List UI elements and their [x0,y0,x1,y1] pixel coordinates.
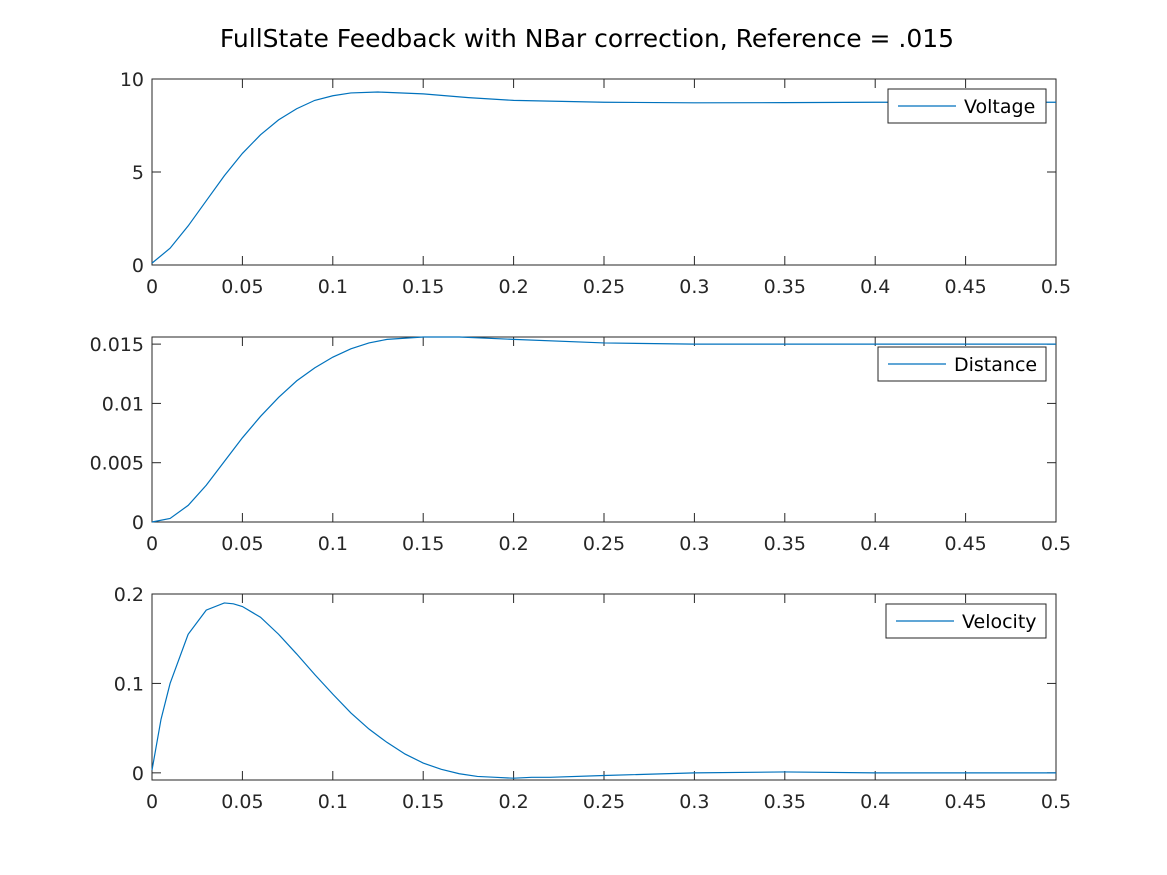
x-tick-label: 0.5 [1041,533,1071,555]
x-tick-label: 0.35 [764,276,806,298]
x-tick-label: 0.1 [318,791,348,813]
legend: Voltage [887,88,1047,124]
x-tick-label: 0.05 [221,791,263,813]
y-tick-label: 0.2 [114,584,144,606]
x-tick-label: 0.25 [583,276,625,298]
x-tick-label: 0.2 [498,533,528,555]
figure-title: FullState Feedback with NBar correction,… [220,24,954,53]
x-tick-label: 0.5 [1041,276,1071,298]
series-line-velocity [151,602,1056,779]
x-tick-label: 0.1 [318,533,348,555]
subplots: 0 0.05 0.1 0.15 0.2 0.25 0.3 0.35 0.4 0.45 0.5 0 5 10… [90,69,1072,813]
y-tick-label: 0.01 [102,393,144,415]
legend-label: Voltage [964,96,1035,118]
x-tick-label: 0.2 [498,791,528,813]
x-tick-label: 0.15 [402,533,444,555]
x-tick-label: 0.45 [944,533,986,555]
x-tick-label: 0.35 [764,791,806,813]
x-tick-label: 0 [146,533,158,555]
x-tick-label: 0.3 [679,791,709,813]
y-tick-label: 0.015 [90,334,144,356]
x-tick-label: 0.05 [221,276,263,298]
x-tick-label: 0.15 [402,276,444,298]
y-tick-label: 10 [120,69,144,91]
x-tick-label: 0.05 [221,533,263,555]
x-tick-label: 0.25 [583,791,625,813]
x-tick-label: 0.35 [764,533,806,555]
series-line-distance [151,336,1056,523]
y-tick-label: 5 [132,162,144,184]
subplot-1: 0 0.05 0.1 0.15 0.2 0.25 0.3 0.35 0.4 0.45 0.5 0 5 10… [120,69,1071,298]
x-tick-label: 0.1 [318,276,348,298]
x-tick-label: 0.3 [679,533,709,555]
y-tick-label: 0 [132,255,144,277]
subplot-3: 0 0.05 0.1 0.15 0.2 0.25 0.3 0.35 0.4 0.45 0.5 0 0.1… [114,584,1071,813]
y-tick-label: 0.1 [114,673,144,695]
x-tick-label: 0.45 [944,276,986,298]
legend: Velocity [885,603,1047,639]
x-tick-label: 0 [146,791,158,813]
legend: Distance [877,346,1047,382]
x-tick-label: 0.4 [860,276,890,298]
legend-label: Velocity [962,611,1037,633]
x-tick-label: 0.45 [944,791,986,813]
series-line-voltage [151,91,1056,264]
x-tick-label: 0.5 [1041,791,1071,813]
x-tick-label: 0.25 [583,533,625,555]
x-tick-label: 0.2 [498,276,528,298]
subplot-2: 0 0.05 0.1 0.15 0.2 0.25 0.3 0.35 0.4 0.45 0.5 0 0.0… [90,334,1072,555]
y-tick-label: 0 [132,512,144,534]
x-tick-label: 0.15 [402,791,444,813]
x-tick-label: 0.4 [860,791,890,813]
x-tick-label: 0 [146,276,158,298]
legend-label: Distance [954,354,1037,376]
x-tick-label: 0.4 [860,533,890,555]
x-tick-label: 0.3 [679,276,709,298]
y-tick-label: 0.005 [90,453,144,475]
y-tick-label: 0 [132,763,144,785]
